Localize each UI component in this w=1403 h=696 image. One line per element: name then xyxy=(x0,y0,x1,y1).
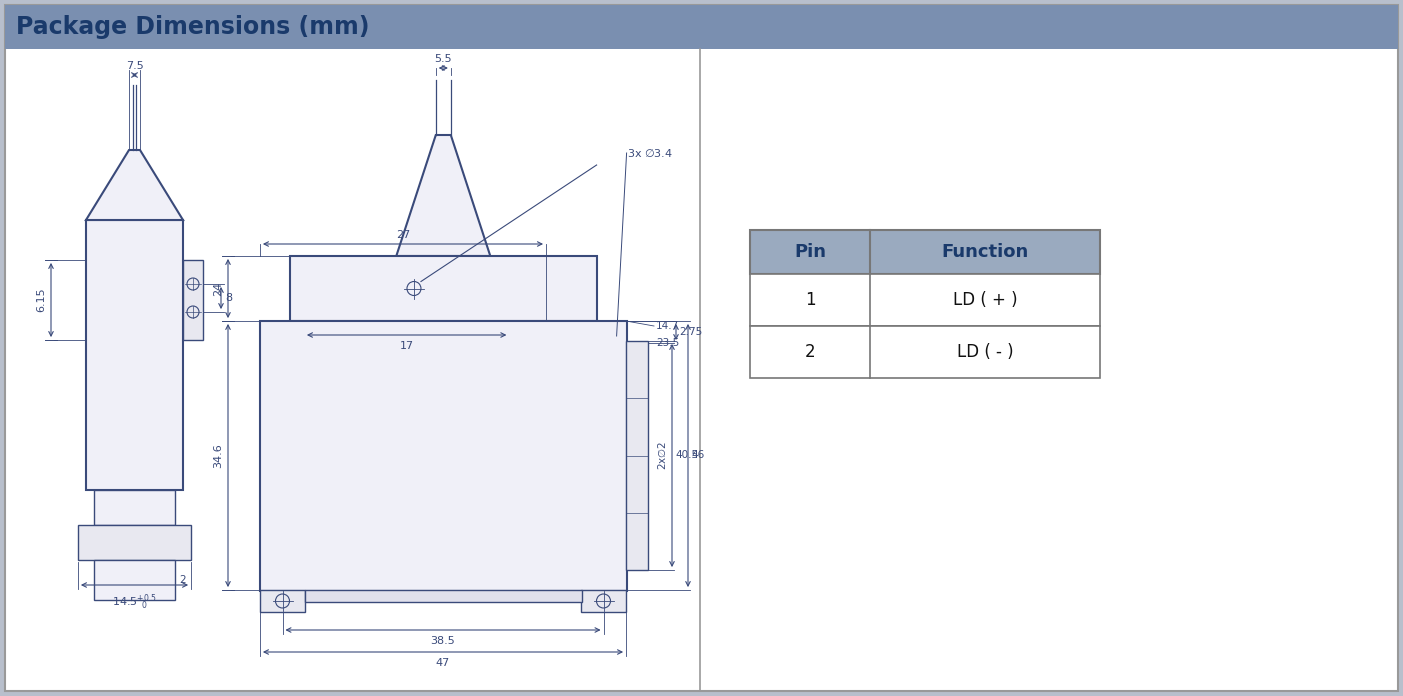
Text: Package Dimensions (mm): Package Dimensions (mm) xyxy=(15,15,369,39)
Text: 6.15: 6.15 xyxy=(36,287,46,313)
Text: 47: 47 xyxy=(436,658,450,668)
Bar xyxy=(6,5,1397,49)
Text: 2: 2 xyxy=(180,575,185,585)
Bar xyxy=(626,341,648,570)
Text: 3x $\varnothing$3.4: 3x $\varnothing$3.4 xyxy=(627,147,672,159)
Text: 24: 24 xyxy=(213,281,223,296)
Bar xyxy=(260,321,627,591)
Text: Function: Function xyxy=(941,243,1028,261)
Bar xyxy=(751,230,1100,274)
Text: 34.6: 34.6 xyxy=(213,443,223,468)
Text: Pin: Pin xyxy=(794,243,826,261)
Polygon shape xyxy=(396,135,490,256)
Bar xyxy=(79,525,191,560)
Text: 2x$\varnothing$2: 2x$\varnothing$2 xyxy=(657,441,668,470)
Text: 1: 1 xyxy=(805,291,815,309)
Bar xyxy=(581,590,626,612)
Text: LD ( + ): LD ( + ) xyxy=(953,291,1017,309)
Bar xyxy=(182,260,203,340)
Text: 14.7: 14.7 xyxy=(657,321,679,331)
Text: 17: 17 xyxy=(400,341,414,351)
Text: 27: 27 xyxy=(396,230,410,240)
Text: 40.5: 40.5 xyxy=(675,450,699,461)
Bar xyxy=(86,220,182,490)
Bar xyxy=(94,490,175,525)
Text: 2.75: 2.75 xyxy=(679,327,703,337)
Bar xyxy=(290,256,596,321)
Bar xyxy=(94,560,175,600)
Bar xyxy=(751,326,1100,378)
Text: 46: 46 xyxy=(692,450,704,461)
Bar xyxy=(751,274,1100,326)
Bar xyxy=(260,590,304,612)
Bar xyxy=(304,590,582,602)
Text: 14.5$^{+0.5}_{\ \ 0}$: 14.5$^{+0.5}_{\ \ 0}$ xyxy=(112,592,157,612)
Text: 2: 2 xyxy=(805,343,815,361)
Text: 7.5: 7.5 xyxy=(126,61,143,71)
Text: LD ( - ): LD ( - ) xyxy=(957,343,1013,361)
Text: 38.5: 38.5 xyxy=(431,636,456,646)
Text: 23.5: 23.5 xyxy=(657,338,679,348)
Text: 5.5: 5.5 xyxy=(435,54,452,64)
Polygon shape xyxy=(86,150,182,220)
Text: 8: 8 xyxy=(224,293,231,303)
